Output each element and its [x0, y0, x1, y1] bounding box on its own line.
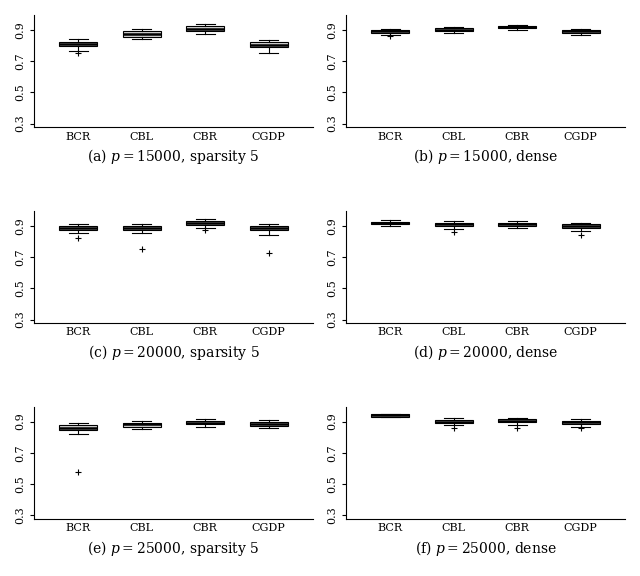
PathPatch shape	[250, 43, 288, 47]
PathPatch shape	[561, 30, 600, 33]
Text: (c) $p = 20000$, sparsity 5: (c) $p = 20000$, sparsity 5	[88, 343, 259, 362]
PathPatch shape	[435, 28, 473, 31]
PathPatch shape	[123, 226, 161, 230]
PathPatch shape	[561, 420, 600, 424]
Text: (e) $p = 25000$, sparsity 5: (e) $p = 25000$, sparsity 5	[88, 539, 260, 558]
Text: (b) $p = 15000$, dense: (b) $p = 15000$, dense	[413, 147, 558, 166]
PathPatch shape	[60, 41, 97, 46]
PathPatch shape	[498, 222, 536, 226]
PathPatch shape	[371, 222, 410, 225]
PathPatch shape	[60, 425, 97, 430]
PathPatch shape	[60, 226, 97, 230]
PathPatch shape	[498, 419, 536, 422]
Text: (f) $p = 25000$, dense: (f) $p = 25000$, dense	[415, 539, 556, 558]
PathPatch shape	[250, 422, 288, 426]
Text: (d) $p = 20000$, dense: (d) $p = 20000$, dense	[413, 343, 558, 362]
PathPatch shape	[250, 226, 288, 230]
PathPatch shape	[186, 421, 224, 425]
PathPatch shape	[371, 30, 410, 32]
PathPatch shape	[371, 415, 410, 417]
PathPatch shape	[498, 26, 536, 28]
PathPatch shape	[186, 26, 224, 31]
PathPatch shape	[123, 31, 161, 37]
PathPatch shape	[435, 420, 473, 423]
PathPatch shape	[435, 222, 473, 226]
PathPatch shape	[123, 423, 161, 427]
Text: (a) $p = 15000$, sparsity 5: (a) $p = 15000$, sparsity 5	[88, 147, 260, 166]
PathPatch shape	[561, 224, 600, 228]
PathPatch shape	[186, 221, 224, 225]
